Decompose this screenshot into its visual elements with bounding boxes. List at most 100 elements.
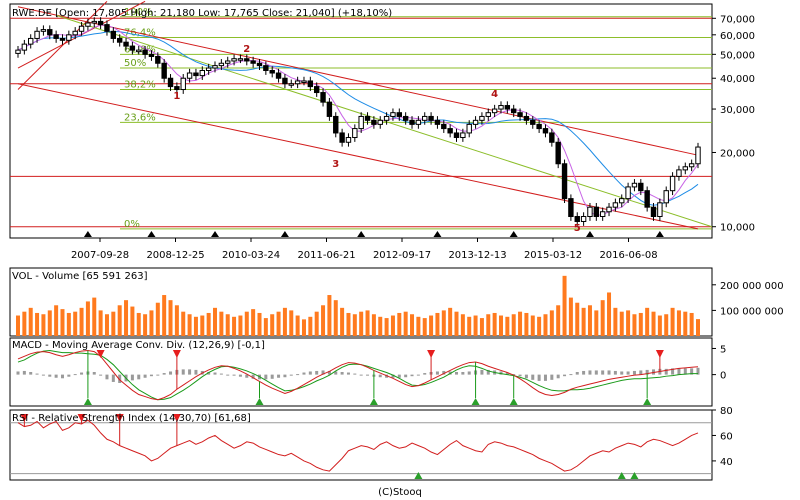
volume-bar bbox=[441, 310, 446, 336]
macd-histogram-bar bbox=[302, 372, 306, 375]
wave-label: 4 bbox=[491, 89, 498, 100]
price-y-tick-label: 30,000 bbox=[720, 105, 755, 116]
macd-histogram-bar bbox=[48, 374, 52, 377]
volume-bar bbox=[460, 314, 465, 336]
volume-bar bbox=[333, 300, 338, 336]
macd-histogram-bar bbox=[632, 370, 636, 375]
volume-bar bbox=[543, 314, 548, 336]
rsi-frame bbox=[9, 409, 713, 481]
macd-histogram-bar bbox=[601, 370, 605, 375]
candle bbox=[104, 24, 110, 32]
volume-bar bbox=[136, 312, 141, 336]
rsi-sell-signal bbox=[20, 414, 29, 422]
macd-sell-signal bbox=[96, 350, 105, 358]
macd-histogram-bar bbox=[321, 370, 325, 375]
candle bbox=[606, 206, 612, 213]
volume-bar bbox=[41, 314, 46, 336]
candle bbox=[66, 34, 72, 41]
volume-bar bbox=[626, 310, 631, 336]
price-marker bbox=[585, 231, 594, 237]
candle bbox=[237, 58, 244, 61]
volume-bar bbox=[181, 311, 186, 336]
candle bbox=[142, 49, 148, 55]
macd-line bbox=[17, 350, 699, 401]
macd-histogram-bar bbox=[41, 374, 45, 376]
candle bbox=[625, 186, 631, 200]
moving-average-long bbox=[17, 31, 699, 206]
rsi-y-tick-label: 60 bbox=[720, 431, 733, 442]
price-panel: 10,000 20,000 30,000 40,000 50,000 60,000 70,0… bbox=[9, 0, 755, 261]
moving-average-short bbox=[17, 24, 699, 217]
macd-histogram-bar bbox=[130, 374, 134, 381]
candle bbox=[599, 211, 606, 218]
macd-histogram-bar bbox=[359, 374, 363, 376]
macd-histogram-bar bbox=[118, 374, 122, 383]
macd-histogram-bar bbox=[690, 368, 694, 375]
price-x-tick-label: 2011-06-21 bbox=[297, 250, 355, 261]
volume-bar bbox=[92, 297, 97, 336]
candle bbox=[574, 216, 580, 222]
volume-bar bbox=[359, 311, 364, 336]
candle bbox=[409, 119, 415, 125]
volume-bar bbox=[390, 315, 395, 336]
candle bbox=[91, 20, 97, 24]
candle bbox=[428, 115, 434, 121]
macd-histogram-bar bbox=[620, 371, 624, 375]
macd-histogram-bar bbox=[524, 374, 528, 379]
candle bbox=[167, 77, 174, 88]
candle bbox=[631, 182, 638, 188]
macd-buy-signal bbox=[369, 398, 378, 405]
volume-bar bbox=[498, 315, 503, 336]
candle bbox=[256, 62, 263, 67]
candle bbox=[390, 112, 396, 117]
macd-panel: 05 bbox=[9, 337, 726, 407]
volume-bar bbox=[632, 314, 637, 336]
volume-bar bbox=[435, 312, 440, 336]
volume-bar bbox=[60, 309, 65, 336]
macd-histogram-bar bbox=[277, 374, 281, 378]
volume-bar bbox=[594, 310, 599, 336]
volume-bar bbox=[683, 311, 688, 336]
candle bbox=[441, 123, 447, 130]
volume-bar bbox=[104, 314, 109, 336]
candle bbox=[695, 146, 701, 165]
volume-bar bbox=[518, 311, 523, 336]
candle bbox=[676, 169, 682, 177]
macd-histogram-bar bbox=[353, 373, 357, 375]
macd-histogram-bar bbox=[677, 368, 681, 375]
price-marker bbox=[357, 231, 366, 237]
volume-bar bbox=[473, 315, 478, 336]
volume-bar bbox=[35, 312, 40, 336]
macd-histogram-bar bbox=[467, 371, 471, 375]
macd-histogram-bar bbox=[423, 373, 427, 375]
macd-title: MACD - Moving Average Conv. Div. (12,26,… bbox=[12, 340, 265, 351]
candle bbox=[129, 45, 136, 51]
macd-histogram-bar bbox=[149, 374, 153, 377]
candle bbox=[294, 80, 301, 85]
candle bbox=[517, 112, 523, 117]
volume-bar bbox=[422, 318, 427, 336]
candle bbox=[415, 119, 422, 125]
candle bbox=[536, 123, 542, 130]
candle bbox=[523, 115, 530, 121]
macd-buy-signal bbox=[255, 398, 264, 405]
macd-histogram-bar bbox=[613, 370, 617, 375]
candle bbox=[212, 65, 218, 69]
macd-histogram-bar bbox=[315, 370, 319, 375]
candle bbox=[352, 128, 358, 139]
candle bbox=[97, 20, 104, 26]
wave-label: 3 bbox=[332, 159, 339, 170]
candle bbox=[180, 77, 186, 91]
volume-bar bbox=[289, 310, 294, 336]
price-x-tick-label: 2016-06-08 bbox=[599, 250, 657, 261]
volume-bar bbox=[657, 315, 662, 336]
macd-histogram-bar bbox=[696, 367, 700, 375]
candle bbox=[174, 86, 180, 91]
volume-bar bbox=[429, 315, 434, 336]
candle bbox=[345, 137, 352, 143]
volume-bar bbox=[378, 316, 383, 336]
candle bbox=[263, 65, 269, 71]
candle bbox=[193, 72, 199, 77]
macd-histogram-bar bbox=[219, 373, 223, 375]
